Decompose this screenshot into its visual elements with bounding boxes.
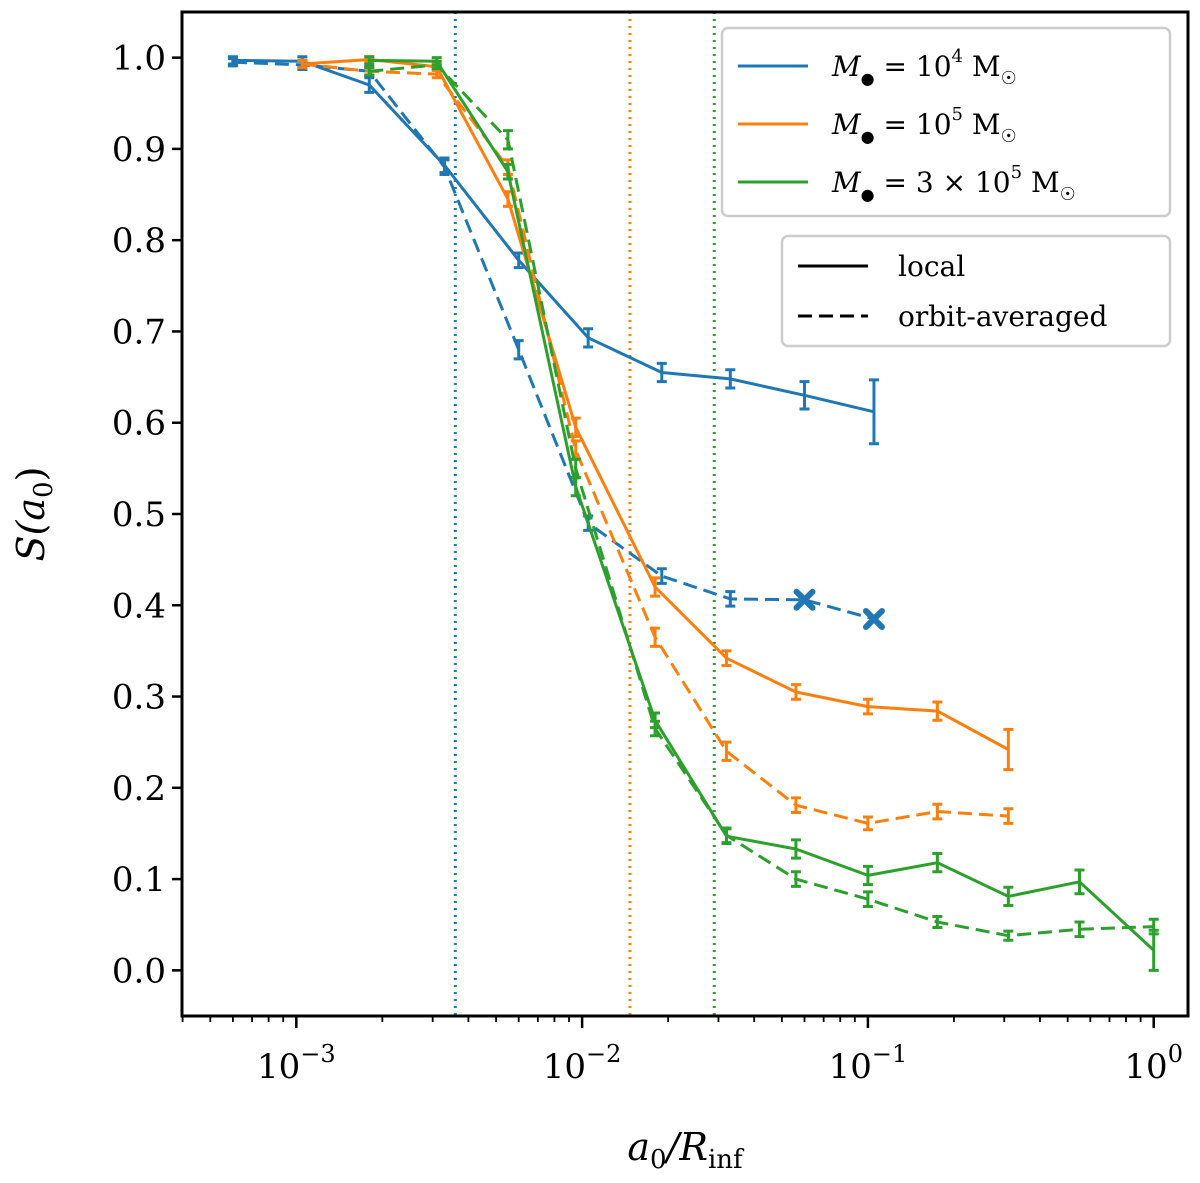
- error-bar-3-0: [297, 58, 308, 70]
- error-bar-5-3: [570, 457, 581, 479]
- y-tick-label-0: 0.0: [112, 951, 166, 991]
- legend: M● = 104 M☉ M● = 105 M☉ M● = 3 × 105 M☉ loc…: [720, 26, 1172, 348]
- x-tick-label-0: 10−3: [257, 1040, 336, 1087]
- error-bar-0-5: [583, 327, 594, 349]
- error-bar-5-11: [1148, 917, 1159, 936]
- legend-mass: M● = 104 M☉ M● = 105 M☉ M● = 3 × 105 M☉: [720, 26, 1172, 218]
- error-bar-5-8: [932, 915, 943, 929]
- legend-style-label-1: orbit-averaged: [898, 300, 1107, 333]
- cross-marker-1-8: [793, 588, 816, 611]
- y-tick-label-3: 0.3: [112, 678, 166, 718]
- error-bar-4-6: [790, 838, 801, 860]
- error-bar-2-6: [721, 649, 732, 668]
- error-bar-5-7: [862, 890, 873, 908]
- x-tick-label-2: 10−1: [829, 1040, 908, 1087]
- axes: 0.0 0.1 0.2 0.3 0.4 0.5 0.6 0.7 0.8 0.9 1.0 10−3 10−…: [9, 10, 1190, 1175]
- error-bar-1-6: [656, 567, 667, 585]
- y-tick-label-2: 0.2: [112, 769, 166, 809]
- error-bar-4-9: [1003, 885, 1014, 908]
- x-tick-label-3: 100: [1124, 1040, 1183, 1087]
- legend-mass-label-0: M● = 104 M☉: [831, 46, 1017, 89]
- series-line-1: [232, 60, 875, 621]
- error-bar-0-8: [799, 380, 810, 411]
- y-axis-label: S(a0): [9, 467, 59, 562]
- error-bar-1-7: [725, 590, 736, 608]
- error-bar-5-1: [431, 59, 442, 71]
- legend-mass-label-1: M● = 105 M☉: [831, 104, 1017, 147]
- y-tick-label-7: 0.7: [112, 312, 166, 352]
- error-bar-1-3: [439, 158, 450, 176]
- error-bar-3-10: [1003, 807, 1014, 825]
- series-line-0: [232, 58, 875, 414]
- plot-area: [227, 12, 1159, 1016]
- error-bar-5-10: [1074, 920, 1085, 939]
- y-tick-label-9: 0.9: [112, 130, 166, 170]
- error-bar-0-7: [725, 368, 736, 390]
- error-bar-2-7: [790, 683, 801, 701]
- y-tick-label-1: 0.1: [112, 860, 166, 900]
- legend-mass-label-2: M● = 3 × 105 M☉: [831, 162, 1076, 205]
- series-5: [364, 59, 1159, 942]
- error-bar-2-9: [932, 700, 943, 722]
- error-bar-1-0: [227, 57, 238, 68]
- error-bar-2-10: [1003, 727, 1014, 772]
- error-bar-3-8: [862, 815, 873, 832]
- error-bar-2-8: [862, 697, 873, 716]
- error-bar-3-9: [932, 802, 943, 821]
- error-bar-3-5: [650, 626, 661, 648]
- cross-marker-1-9: [862, 607, 885, 630]
- error-bar-5-4: [650, 719, 661, 738]
- error-bar-5-6: [790, 870, 801, 888]
- error-bar-0-2: [364, 76, 375, 94]
- error-bar-5-0: [364, 66, 375, 77]
- x-axis-label: a0/Rinf: [627, 1125, 745, 1175]
- series-line-5: [369, 63, 1154, 938]
- legend-style-label-0: local: [898, 250, 965, 283]
- error-bar-4-0: [364, 55, 375, 66]
- error-bar-4-8: [932, 852, 943, 874]
- error-bar-0-6: [656, 361, 667, 384]
- y-tick-label-8: 0.8: [112, 221, 166, 261]
- x-tick-label-1: 10−2: [543, 1040, 622, 1087]
- y-tick-label-5: 0.5: [112, 495, 166, 535]
- error-bar-5-9: [1003, 929, 1014, 942]
- legend-mass-box: [720, 26, 1172, 218]
- error-bar-4-2: [502, 162, 513, 181]
- error-bar-4-10: [1074, 868, 1085, 896]
- legend-style-box: [780, 234, 1172, 348]
- y-tick-label-4: 0.4: [112, 586, 166, 626]
- error-bar-1-4: [513, 339, 524, 361]
- error-bar-0-4: [513, 251, 524, 270]
- error-bar-3-7: [790, 796, 801, 814]
- error-bar-2-5: [650, 576, 661, 598]
- series-line-4: [369, 58, 1155, 952]
- y-tick-label-6: 0.6: [112, 404, 166, 444]
- error-bar-5-2: [502, 129, 513, 151]
- error-bar-5-5: [721, 826, 732, 845]
- error-bar-0-9: [868, 378, 879, 446]
- y-tick-label-10: 1.0: [112, 39, 166, 79]
- error-bar-3-6: [721, 740, 732, 762]
- error-bar-4-7: [862, 864, 873, 887]
- legend-style: local orbit-averaged: [780, 234, 1172, 348]
